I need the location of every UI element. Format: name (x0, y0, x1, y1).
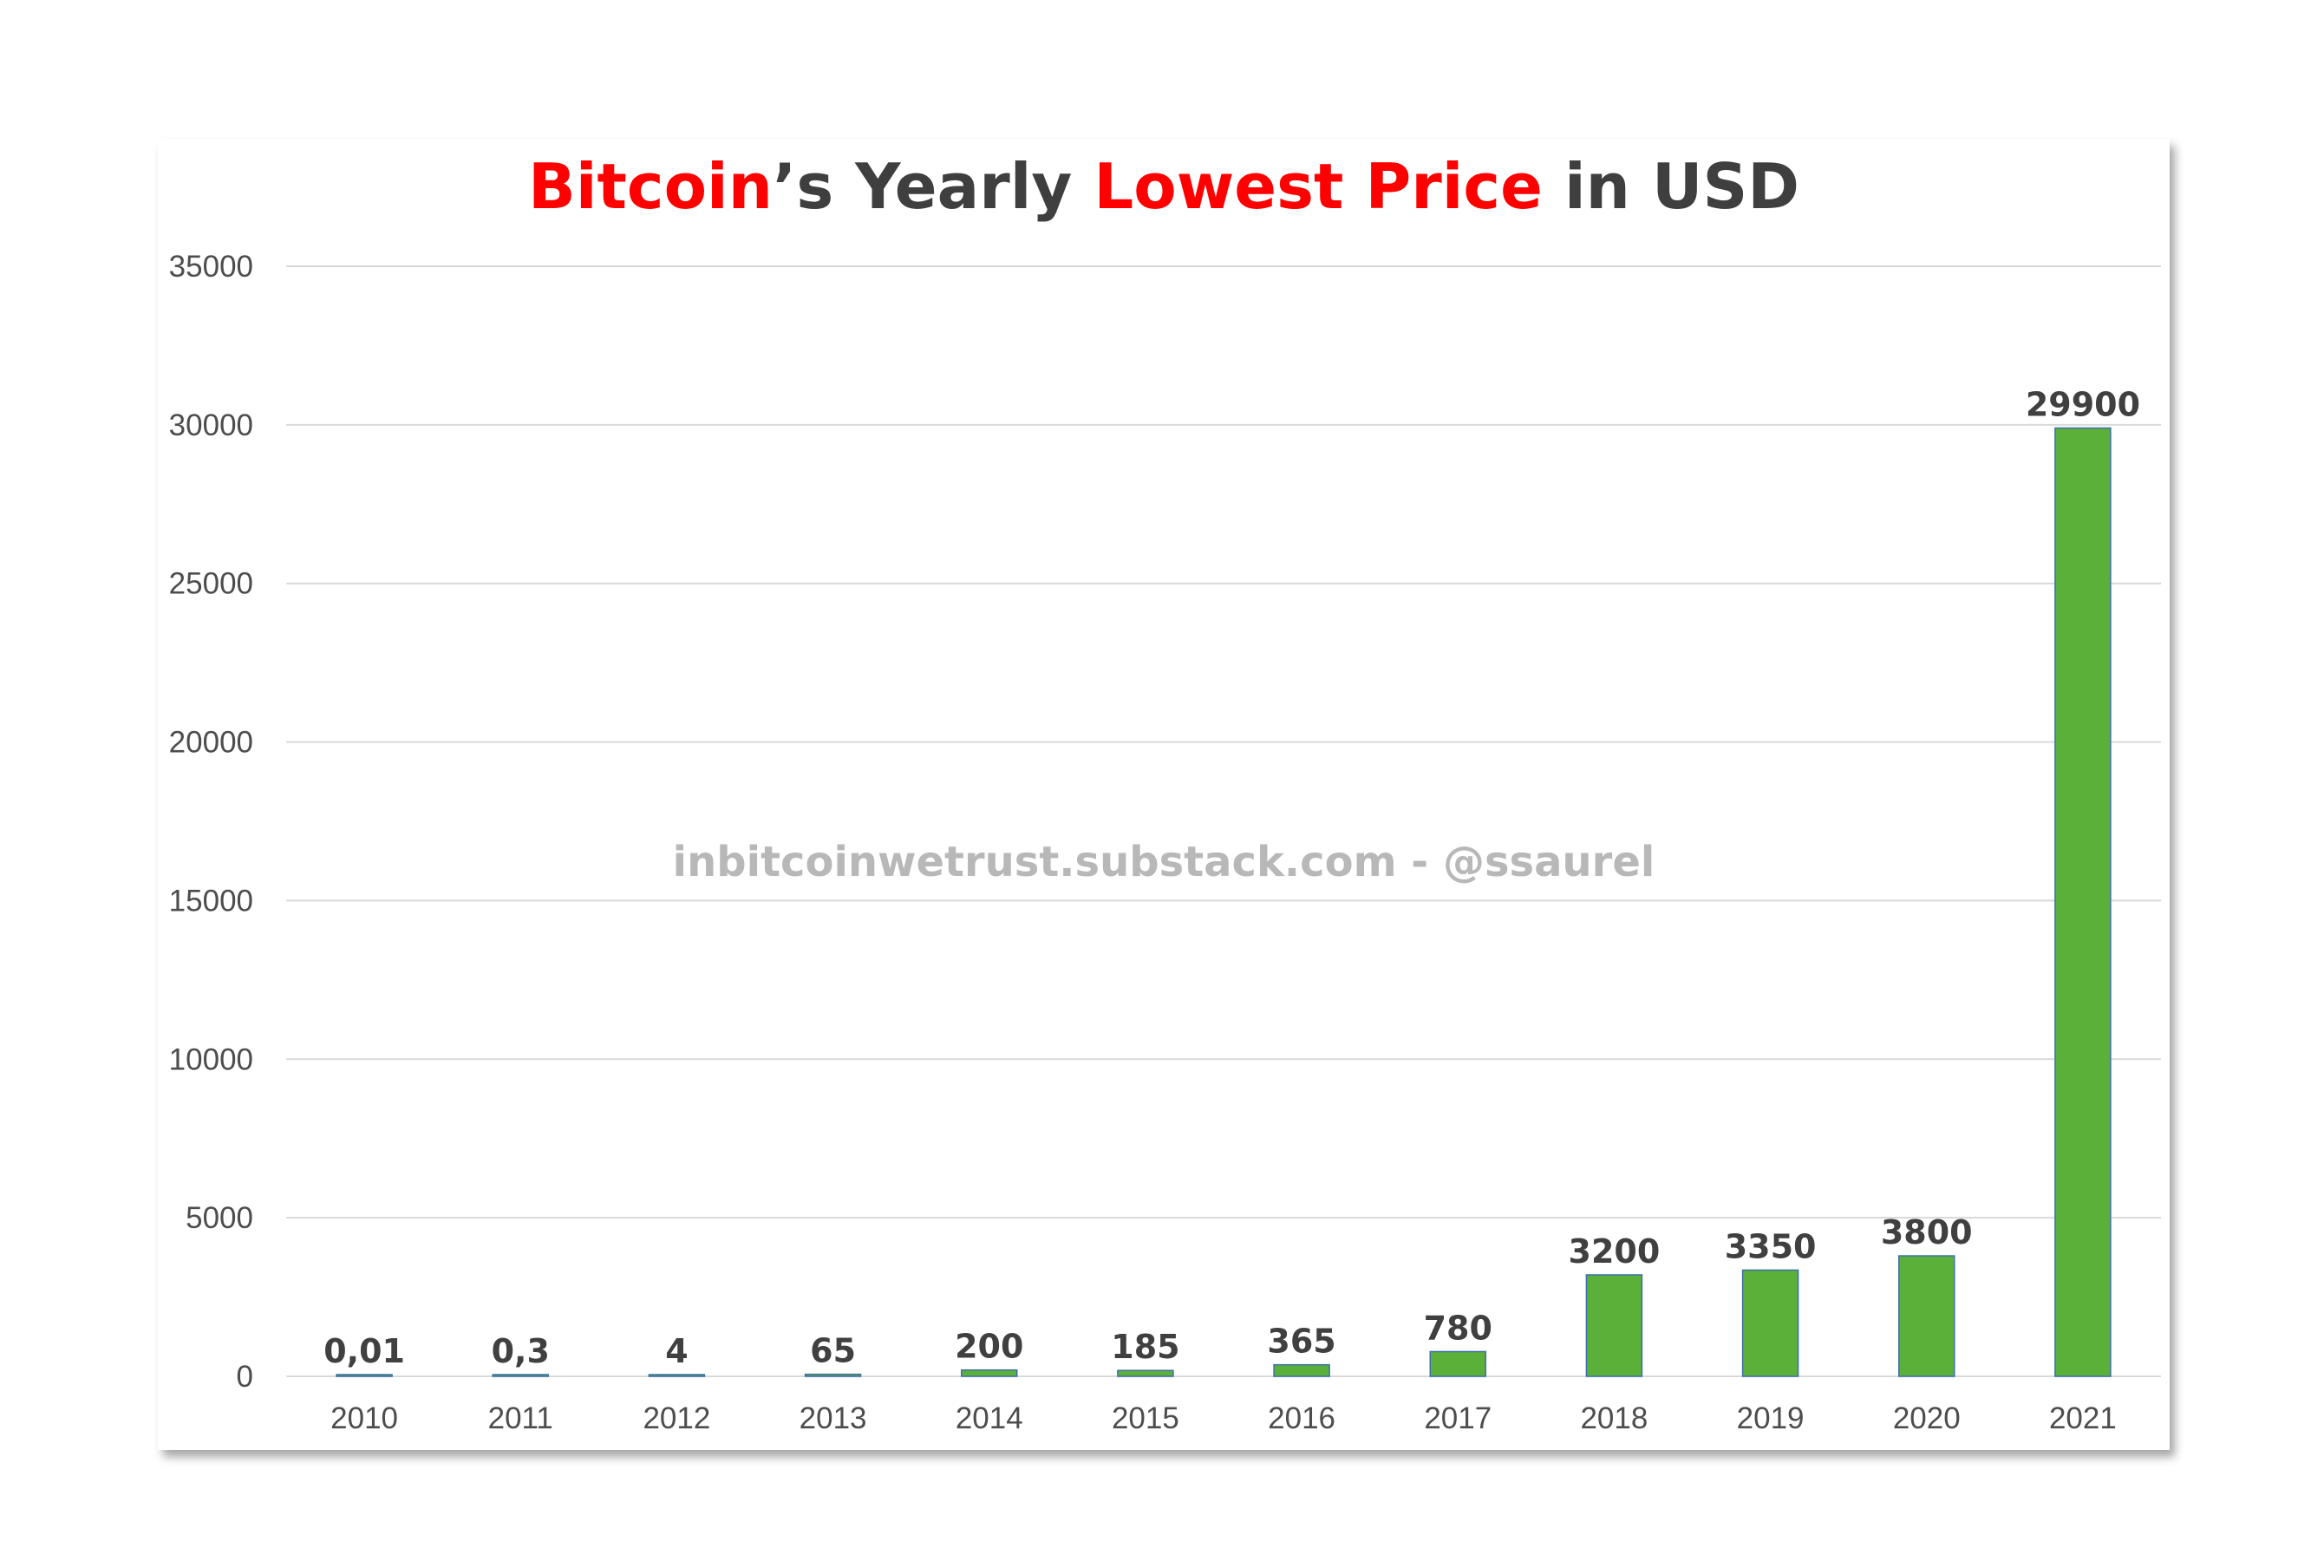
y-tick-label: 35000 (169, 250, 253, 284)
bar-chart: Bitcoin’s Yearly Lowest Price in USD 0 50… (169, 150, 2161, 1435)
chart-card: Bitcoin’s Yearly Lowest Price in USD 0 50… (158, 139, 2170, 1450)
data-label-2012: 4 (665, 1332, 688, 1370)
data-label-2021: 29900 (2026, 386, 2140, 424)
x-tick-label-2019: 2019 (1737, 1401, 1805, 1435)
y-axis-ticks: 0 5000 10000 15000 20000 25000 30000 35000 (169, 250, 253, 1394)
title-part-2: Lowest Price (1093, 150, 1543, 223)
title-part-1: ’s Yearly (773, 150, 1093, 223)
data-label-2011: 0,3 (492, 1332, 550, 1370)
chart-title: Bitcoin’s Yearly Lowest Price in USD (528, 150, 1799, 223)
bar-2019 (1741, 1269, 1799, 1377)
y-tick-label: 20000 (169, 726, 253, 760)
x-tick-label-2020: 2020 (1893, 1401, 1961, 1435)
bar-2011 (492, 1374, 549, 1377)
data-labels: 0,01 0,3 4 65 200 185 365 780 3200 3350 3800 29900 (323, 386, 2140, 1370)
y-tick-label: 15000 (169, 884, 253, 918)
x-tick-label-2012: 2012 (643, 1401, 710, 1435)
data-label-2017: 780 (1424, 1309, 1492, 1347)
bars (336, 427, 2112, 1377)
y-tick-label: 0 (237, 1360, 253, 1394)
y-tick-label: 30000 (169, 408, 253, 442)
data-label-2014: 200 (955, 1328, 1023, 1366)
bar-2014 (961, 1369, 1018, 1377)
data-label-2015: 185 (1111, 1328, 1179, 1366)
x-tick-label-2017: 2017 (1424, 1401, 1492, 1435)
watermark: inbitcoinwetrust.substack.com - @ssaurel (673, 838, 1655, 886)
data-label-2020: 3800 (1881, 1213, 1973, 1251)
bar-2018 (1585, 1274, 1643, 1377)
x-tick-label-2016: 2016 (1268, 1401, 1335, 1435)
x-tick-label-2010: 2010 (330, 1401, 398, 1435)
bar-2010 (336, 1374, 393, 1377)
y-tick-label: 25000 (169, 567, 253, 601)
x-tick-label-2015: 2015 (1112, 1401, 1179, 1435)
bar-2015 (1117, 1369, 1174, 1377)
bar-2016 (1273, 1363, 1330, 1377)
bar-2013 (804, 1373, 862, 1377)
y-tick-label: 5000 (186, 1201, 253, 1235)
bar-2020 (1898, 1255, 1955, 1377)
x-tick-label-2011: 2011 (488, 1401, 553, 1435)
data-label-2016: 365 (1267, 1323, 1335, 1361)
x-tick-label-2014: 2014 (956, 1401, 1023, 1435)
title-part-0: Bitcoin (528, 150, 773, 223)
bar-2017 (1429, 1350, 1486, 1377)
bar-2021 (2054, 427, 2112, 1377)
data-label-2019: 3350 (1725, 1227, 1817, 1265)
y-tick-label: 10000 (169, 1042, 253, 1076)
bar-2012 (648, 1374, 706, 1377)
title-part-3: in USD (1543, 150, 1799, 223)
data-label-2018: 3200 (1569, 1232, 1661, 1271)
data-label-2010: 0,01 (323, 1332, 405, 1370)
x-tick-label-2021: 2021 (2049, 1401, 2117, 1435)
gridlines (286, 265, 2161, 1377)
data-label-2013: 65 (810, 1332, 856, 1370)
x-axis-ticks: 2010 2011 2012 2013 2014 2015 2016 2017 2018 2019… (330, 1401, 2117, 1435)
x-tick-label-2013: 2013 (800, 1401, 867, 1435)
x-tick-label-2018: 2018 (1580, 1401, 1648, 1435)
